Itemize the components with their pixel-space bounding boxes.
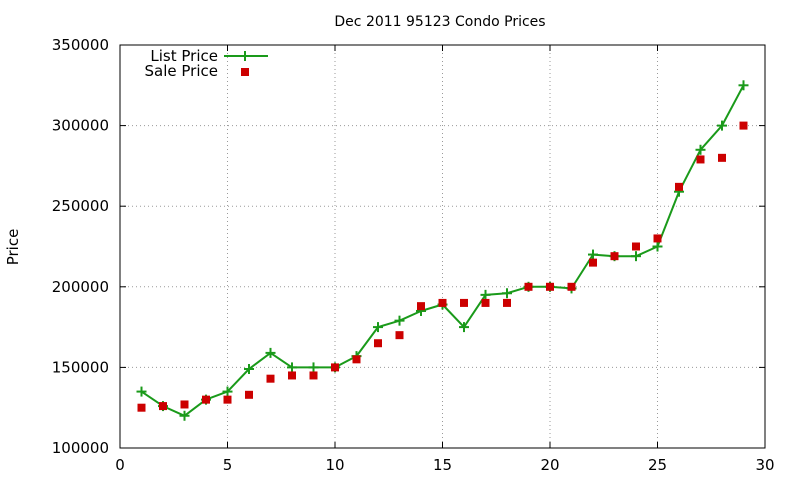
legend-label-list-price: List Price: [150, 47, 218, 65]
list-price-point: [394, 315, 405, 326]
y-tick-label: 300000: [52, 117, 109, 135]
gridlines: [120, 45, 765, 448]
list-price-point: [738, 80, 749, 91]
series-layer: [136, 80, 749, 421]
sale-price-point: [202, 395, 210, 404]
list-price-point: [502, 288, 512, 299]
sale-price-point: [288, 371, 296, 380]
x-axis-tick-labels: 0 5 10 15 20 25 30: [115, 456, 774, 474]
y-axis-tick-labels: 100000 150000 200000 250000 300000 350000: [52, 36, 109, 457]
x-tick-label: 0: [115, 456, 125, 474]
list-price-point: [631, 251, 641, 262]
sale-price-point: [567, 282, 576, 291]
list-price-point: [588, 249, 598, 260]
list-price-point: [717, 120, 727, 131]
legend-marker-sale-price: [241, 68, 249, 76]
sale-price-point: [331, 363, 339, 372]
x-tick-label: 20: [540, 456, 559, 474]
sale-price-point: [352, 355, 361, 364]
list-price-point: [308, 362, 319, 373]
y-tick-label: 350000: [52, 36, 109, 54]
sale-price-point: [503, 298, 511, 307]
y-tick-label: 200000: [52, 278, 109, 296]
list-price-point: [136, 386, 147, 397]
y-tick-label: 100000: [52, 439, 109, 457]
sale-price-point: [632, 242, 640, 251]
sale-price-point: [524, 282, 533, 291]
x-tick-label: 25: [648, 456, 667, 474]
sale-price-point: [610, 252, 619, 261]
list-price-point: [652, 241, 663, 252]
list-price-point: [695, 144, 706, 155]
sale-price-point: [739, 121, 748, 130]
sale-price-point: [266, 374, 275, 383]
legend-marker-list-price: [240, 51, 250, 61]
x-tick-label: 5: [223, 456, 233, 474]
list-price-point: [222, 386, 233, 397]
y-tick-label: 250000: [52, 197, 109, 215]
legend-label-sale-price: Sale Price: [145, 62, 218, 80]
legend: List Price Sale Price: [145, 47, 268, 80]
x-tick-label: 10: [325, 456, 344, 474]
sale-price-point: [395, 331, 404, 340]
sale-price-point: [223, 395, 232, 404]
sale-price-point: [159, 402, 167, 411]
list-price-point: [480, 289, 491, 300]
sale-price-point: [180, 400, 189, 409]
sale-price-point: [245, 390, 253, 399]
y-axis-label: Price: [4, 229, 22, 266]
sale-price-point: [481, 298, 490, 307]
list-price-point: [459, 322, 469, 333]
sale-price-point: [589, 258, 597, 267]
sale-price-point: [696, 155, 705, 164]
sale-price-point: [718, 153, 726, 162]
x-tick-label: 30: [755, 456, 774, 474]
list-price-point: [373, 322, 383, 333]
sale-price-point: [137, 403, 146, 412]
sale-price-point: [546, 282, 554, 291]
y-tick-label: 150000: [52, 358, 109, 376]
list-price-point: [265, 347, 276, 358]
chart-title: Dec 2011 95123 Condo Prices: [334, 14, 545, 30]
x-tick-label: 15: [433, 456, 452, 474]
list-price-point: [287, 362, 297, 373]
sale-price-point: [417, 302, 425, 311]
sale-price-point: [438, 298, 447, 307]
sale-price-point: [460, 298, 468, 307]
list-price-point: [244, 364, 254, 375]
axis-ticks: [119, 44, 766, 449]
sale-price-point: [653, 234, 662, 243]
list-price-point: [179, 410, 190, 421]
sale-price-point: [675, 182, 683, 191]
list-price-line: [140, 84, 745, 417]
sale-price-point: [374, 339, 382, 348]
sale-price-point: [309, 371, 318, 380]
